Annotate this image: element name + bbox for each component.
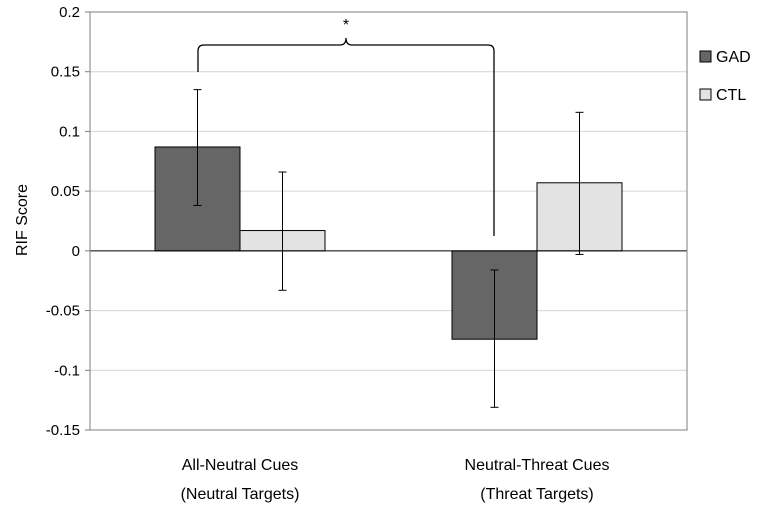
y-tick-label: 0.2	[59, 4, 80, 21]
error-bars-group	[193, 89, 584, 408]
legend: GAD CTL	[699, 49, 751, 104]
legend-label-ctl: CTL	[716, 87, 746, 104]
y-tick-label: 0.1	[59, 123, 80, 140]
y-tick-label: -0.15	[46, 422, 80, 439]
legend-swatch-ctl	[699, 88, 712, 101]
x-category-sublabel: (Neutral Targets)	[181, 486, 300, 503]
significance-star: *	[343, 17, 349, 34]
significance-bracket: *	[197, 17, 495, 236]
y-tick-label: 0	[72, 243, 80, 260]
x-axis-labels: All-Neutral Cues (Neutral Targets) Neutral…	[181, 457, 610, 503]
legend-label-gad: GAD	[716, 49, 751, 66]
legend-swatch-gad	[699, 50, 712, 63]
x-category-label: Neutral-Threat Cues	[465, 457, 610, 474]
y-tick-label: 0.15	[51, 64, 80, 81]
y-tick-label: -0.05	[46, 303, 80, 320]
y-tick-label: -0.1	[54, 362, 80, 379]
x-category-sublabel: (Threat Targets)	[480, 486, 594, 503]
y-axis-ticks: -0.15 -0.1 -0.05 0 0.05 0.1 0.15 0.2	[46, 4, 90, 439]
y-tick-label: 0.05	[51, 183, 80, 200]
plot-frame	[89, 11, 688, 431]
x-category-label: All-Neutral Cues	[182, 457, 298, 474]
bracket-line	[197, 37, 495, 236]
y-axis-label: RIF Score	[14, 184, 31, 256]
